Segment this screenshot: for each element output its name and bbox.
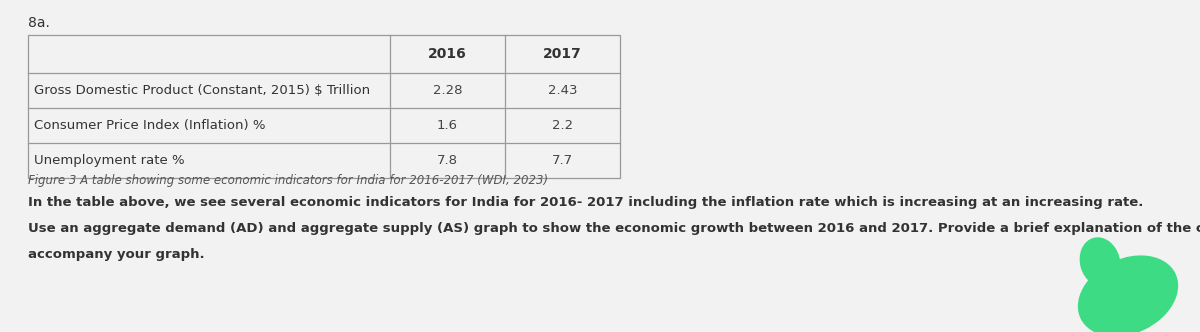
Text: 1.6: 1.6 <box>437 119 458 132</box>
Text: 8a.: 8a. <box>28 16 50 30</box>
Ellipse shape <box>1080 237 1121 287</box>
Bar <box>28 35 620 178</box>
Text: Use an aggregate demand (AD) and aggregate supply (AS) graph to show the economi: Use an aggregate demand (AD) and aggrega… <box>28 222 1200 235</box>
Text: 2016: 2016 <box>428 47 467 61</box>
Ellipse shape <box>1078 255 1178 332</box>
Text: 7.7: 7.7 <box>552 154 574 167</box>
Text: 2.2: 2.2 <box>552 119 574 132</box>
Text: 2.43: 2.43 <box>547 84 577 97</box>
Text: accompany your graph.: accompany your graph. <box>28 248 205 261</box>
Text: Gross Domestic Product (Constant, 2015) $ Trillion: Gross Domestic Product (Constant, 2015) … <box>34 84 370 97</box>
Text: 7.8: 7.8 <box>437 154 458 167</box>
Text: Figure 3 A table showing some economic indicators for India for 2016-2017 (WDI, : Figure 3 A table showing some economic i… <box>28 174 548 187</box>
Text: In the table above, we see several economic indicators for India for 2016- 2017 : In the table above, we see several econo… <box>28 196 1144 209</box>
Text: Unemployment rate %: Unemployment rate % <box>34 154 185 167</box>
Text: 2017: 2017 <box>544 47 582 61</box>
Text: 2.28: 2.28 <box>433 84 462 97</box>
Text: Consumer Price Index (Inflation) %: Consumer Price Index (Inflation) % <box>34 119 265 132</box>
